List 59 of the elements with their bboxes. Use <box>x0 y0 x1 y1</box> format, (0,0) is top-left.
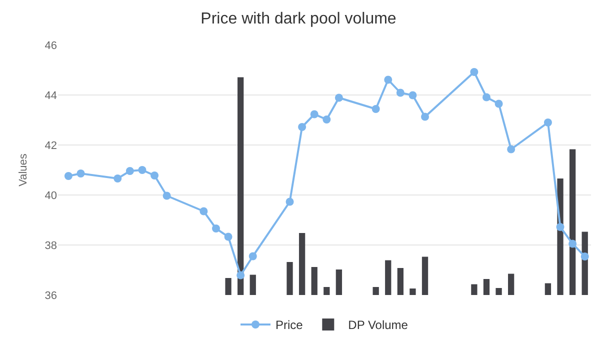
y-tick-label: 46 <box>44 40 57 52</box>
bar <box>250 274 256 295</box>
point <box>421 112 430 121</box>
point <box>544 118 552 126</box>
y-tick-label: 40 <box>44 190 57 202</box>
point <box>482 93 490 102</box>
bar <box>471 284 478 295</box>
y-tick-label: 36 <box>44 290 57 302</box>
bar <box>385 260 392 295</box>
point <box>224 232 232 241</box>
bar <box>397 268 404 295</box>
point <box>507 145 516 154</box>
point <box>556 223 564 231</box>
bar <box>298 233 306 295</box>
point <box>322 116 331 124</box>
bar <box>410 288 416 295</box>
point <box>114 174 122 182</box>
bar <box>544 283 552 295</box>
bar <box>286 262 293 295</box>
legend-label: Price <box>276 318 304 332</box>
point <box>470 68 478 76</box>
y-tick-label: 38 <box>44 240 57 252</box>
bar <box>508 274 514 295</box>
bar <box>496 288 502 295</box>
bar <box>483 279 490 295</box>
point <box>76 170 85 178</box>
point <box>568 240 577 248</box>
point <box>334 94 343 102</box>
y-tick-label: 44 <box>44 90 57 102</box>
point <box>494 100 503 108</box>
y-axis-title: Values <box>17 153 30 186</box>
bar <box>372 287 379 295</box>
point <box>384 76 392 84</box>
point <box>162 192 171 200</box>
y-tick-label: 42 <box>44 140 57 152</box>
bar <box>569 149 576 295</box>
point <box>248 252 257 260</box>
point <box>372 105 380 113</box>
bar <box>324 287 330 295</box>
legend-label: DP Volume <box>348 318 408 332</box>
point <box>126 167 134 175</box>
point <box>150 172 159 180</box>
bar <box>336 270 342 295</box>
point <box>580 252 589 260</box>
point <box>286 198 294 206</box>
point <box>310 110 318 118</box>
bar <box>225 278 232 295</box>
point <box>138 166 146 174</box>
point <box>298 123 306 131</box>
point <box>212 224 220 232</box>
point <box>64 172 72 180</box>
point <box>236 271 245 280</box>
bar <box>238 77 244 295</box>
bar <box>422 256 428 295</box>
chart-title: Price with dark pool volume <box>200 10 396 28</box>
point <box>408 91 417 100</box>
bar <box>311 267 318 295</box>
point <box>396 88 404 97</box>
point <box>200 207 208 216</box>
